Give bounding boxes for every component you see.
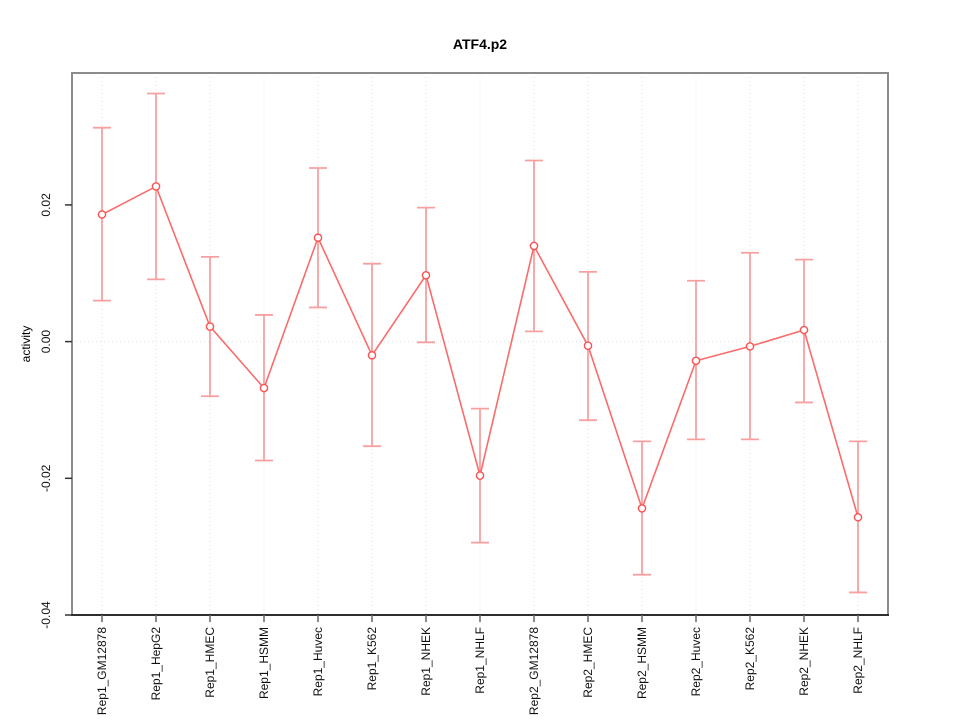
data-point — [151, 182, 161, 191]
x-tick-label: Rep1_GM12878 — [95, 627, 109, 715]
data-point — [97, 210, 107, 219]
x-tick-label: Rep1_HepG2 — [149, 627, 163, 701]
x-tick-label: Rep2_Huvec — [689, 627, 703, 696]
data-point — [367, 350, 377, 360]
data-point — [529, 241, 539, 251]
y-tick-label: 0.00 — [39, 330, 53, 354]
x-tick-label: Rep2_HSMM — [635, 627, 649, 699]
data-point — [745, 342, 755, 351]
x-tick-label: Rep2_HMEC — [581, 627, 595, 698]
x-tick-label: Rep2_K562 — [743, 627, 757, 691]
x-tick-label: Rep1_NHEK — [419, 627, 433, 696]
data-points — [97, 182, 863, 522]
x-tick-label: Rep2_NHEK — [797, 627, 811, 696]
chart-title: ATF4.p2 — [452, 36, 508, 52]
data-point — [313, 233, 323, 243]
x-tick-label: Rep2_GM12878 — [527, 627, 541, 715]
x-tick-label: Rep1_NHLF — [473, 627, 487, 694]
x-tick-label: Rep1_HSMM — [257, 627, 271, 699]
x-tick-label: Rep1_K562 — [365, 627, 379, 691]
y-tick-label: -0.02 — [39, 464, 53, 492]
y-tick-label: 0.02 — [39, 193, 53, 217]
y-axis-label: activity — [19, 325, 33, 363]
data-point — [853, 512, 863, 522]
data-point — [637, 504, 647, 513]
gridlines — [72, 73, 888, 615]
x-tick-label: Rep1_HMEC — [203, 627, 217, 698]
data-point — [799, 325, 809, 335]
x-tick-label: Rep1_Huvec — [311, 627, 325, 696]
y-tick-label: -0.04 — [39, 601, 53, 629]
x-tick-label: Rep2_NHLF — [851, 627, 865, 694]
y-axis: 0.02 0.00 -0.02 -0.04 — [39, 193, 72, 629]
data-point — [421, 271, 431, 280]
data-point — [259, 383, 269, 393]
data-point — [583, 341, 593, 351]
data-point — [691, 356, 701, 366]
x-axis: Rep1_GM12878 Rep1_HepG2 Rep1_HMEC Rep1_HSMM… — [95, 615, 865, 715]
data-point — [205, 322, 215, 331]
data-point — [475, 471, 485, 480]
